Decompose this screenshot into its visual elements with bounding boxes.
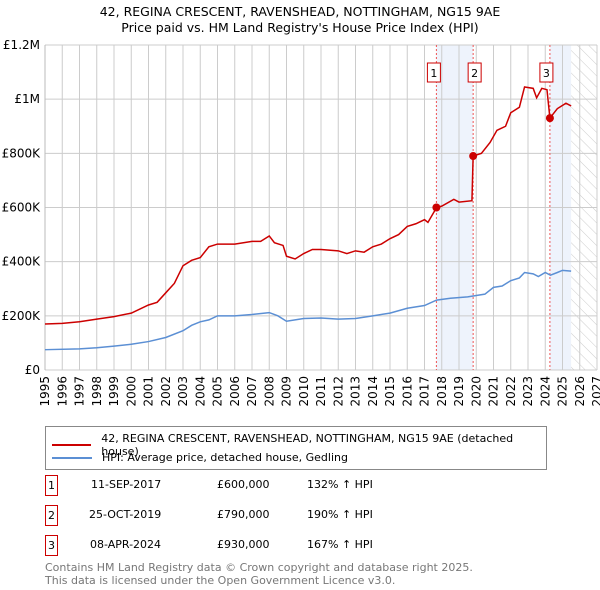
transaction-badge: 1 <box>45 475 58 496</box>
x-tick-label: 2017 <box>418 376 432 407</box>
price-chart: 1995 1996 1997 1998 1999 2000 2001 2002 2003 2004… <box>2 38 600 407</box>
chart-title: 42, REGINA CRESCENT, RAVENSHEAD, NOTTING… <box>99 4 501 19</box>
x-tick-label: 1997 <box>73 376 87 407</box>
transaction-badge: 3 <box>45 535 58 556</box>
y-tick-label: £800K <box>2 146 42 160</box>
transaction-price: £790,000 <box>217 508 270 521</box>
transaction-date: 11-SEP-2017 <box>91 478 162 491</box>
transaction-price: £600,000 <box>217 478 270 491</box>
x-tick-label: 1999 <box>107 376 121 407</box>
y-tick-label: £600K <box>2 201 42 215</box>
hpi-line <box>44 269 572 351</box>
y-tick-label: £1.2M <box>3 38 40 52</box>
x-tick-label: 2018 <box>435 376 449 407</box>
x-tick-label: 2001 <box>142 376 156 407</box>
x-tick-label: 2020 <box>469 376 483 407</box>
x-tick-label: 2019 <box>452 376 466 407</box>
sale-badge-label: 2 <box>471 67 478 80</box>
x-tick-label: 2005 <box>211 376 225 407</box>
x-tick-label: 2023 <box>521 376 535 407</box>
transaction-hpi: 190% ↑ HPI <box>307 508 373 521</box>
legend-property-swatch <box>52 444 92 446</box>
x-tick-label: 2012 <box>331 376 345 407</box>
x-tick-label: 2009 <box>280 376 294 407</box>
transaction-date: 25-OCT-2019 <box>89 508 162 521</box>
footer-licence: This data is licensed under the Open Gov… <box>45 574 396 587</box>
x-tick-label: 2015 <box>383 376 397 407</box>
x-tick-label: 2021 <box>487 376 501 407</box>
legend-property-label: 42, REGINA CRESCENT, RAVENSHEAD, NOTTING… <box>101 432 514 458</box>
sale-badge-box <box>426 62 441 83</box>
x-tick-label: 2000 <box>124 376 138 407</box>
x-tick-label: 2006 <box>228 376 242 407</box>
sale-point <box>545 114 554 123</box>
x-tick-label: 2025 <box>556 376 570 407</box>
sale-badge-label: 3 <box>543 67 550 80</box>
y-tick-label: £1M <box>14 92 40 106</box>
x-tick-label: 2008 <box>262 376 276 407</box>
sale-badge-box <box>539 62 554 83</box>
x-tick-label: 2011 <box>314 376 328 407</box>
x-tick-label: 2024 <box>538 376 552 407</box>
sale-point <box>432 203 441 212</box>
transaction-price: £930,000 <box>217 538 270 551</box>
x-tick-label: 2022 <box>504 376 518 407</box>
transaction-hpi: 167% ↑ HPI <box>307 538 373 551</box>
x-tick-label: 2013 <box>349 376 363 407</box>
transaction-date: 08-APR-2024 <box>90 538 162 551</box>
x-tick-label: 2003 <box>176 376 190 407</box>
sale-badge-box <box>467 62 482 83</box>
x-tick-label: 2004 <box>193 376 207 407</box>
x-tick-label: 1995 <box>38 376 52 407</box>
footer-copyright: Contains HM Land Registry data © Crown c… <box>45 561 473 574</box>
legend-hpi-swatch <box>52 456 92 459</box>
transaction-hpi: 132% ↑ HPI <box>307 478 373 491</box>
x-tick-label: 1998 <box>90 376 104 407</box>
transaction-badge: 2 <box>45 505 58 526</box>
x-tick-label: 2016 <box>400 376 414 407</box>
y-tick-label: £400K <box>2 255 42 269</box>
x-tick-label: 2007 <box>245 376 259 407</box>
y-tick-label: £0 <box>25 363 40 377</box>
legend-hpi-label: HPI: Average price, detached house, Gedl… <box>102 451 348 464</box>
x-tick-label: 2014 <box>366 376 380 407</box>
x-tick-label: 2026 <box>573 376 587 407</box>
x-tick-label: 1996 <box>55 376 69 407</box>
legend: 42, REGINA CRESCENT, RAVENSHEAD, NOTTING… <box>45 426 547 470</box>
x-tick-label: 2027 <box>590 376 600 407</box>
sale-badge-label: 1 <box>430 67 437 80</box>
x-tick-label: 2010 <box>297 376 311 407</box>
chart-subtitle: Price paid vs. HM Land Registry's House … <box>121 20 479 35</box>
y-tick-label: £200K <box>2 309 42 323</box>
property-price-line <box>44 86 572 325</box>
sale-point <box>469 152 478 161</box>
x-tick-label: 2002 <box>159 376 173 407</box>
